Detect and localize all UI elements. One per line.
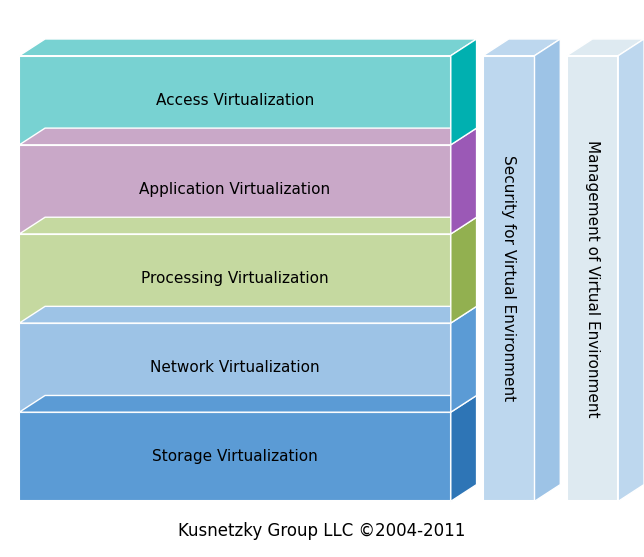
Text: Network Virtualization: Network Virtualization: [150, 360, 320, 375]
Polygon shape: [567, 56, 618, 501]
Polygon shape: [19, 56, 451, 145]
Polygon shape: [567, 39, 644, 56]
Text: Kusnetzky Group LLC ©2004-2011: Kusnetzky Group LLC ©2004-2011: [178, 522, 466, 540]
Polygon shape: [451, 39, 477, 145]
Text: Application Virtualization: Application Virtualization: [140, 182, 330, 197]
Polygon shape: [19, 412, 451, 501]
Polygon shape: [19, 39, 477, 56]
Polygon shape: [19, 234, 451, 323]
Polygon shape: [19, 217, 477, 234]
Text: Security for Virtual Environment: Security for Virtual Environment: [501, 155, 516, 402]
Text: Management of Virtual Environment: Management of Virtual Environment: [585, 140, 600, 417]
Polygon shape: [19, 395, 477, 412]
Text: Access Virtualization: Access Virtualization: [156, 93, 314, 108]
Polygon shape: [483, 56, 535, 501]
Polygon shape: [19, 306, 477, 323]
Polygon shape: [451, 306, 477, 412]
Polygon shape: [19, 128, 477, 145]
Polygon shape: [451, 395, 477, 501]
Text: Processing Virtualization: Processing Virtualization: [141, 271, 329, 286]
Polygon shape: [19, 323, 451, 412]
Polygon shape: [451, 128, 477, 234]
Polygon shape: [535, 39, 560, 501]
Polygon shape: [483, 39, 560, 56]
Polygon shape: [19, 145, 451, 234]
Polygon shape: [451, 217, 477, 323]
Text: Storage Virtualization: Storage Virtualization: [152, 449, 318, 464]
Polygon shape: [618, 39, 644, 501]
